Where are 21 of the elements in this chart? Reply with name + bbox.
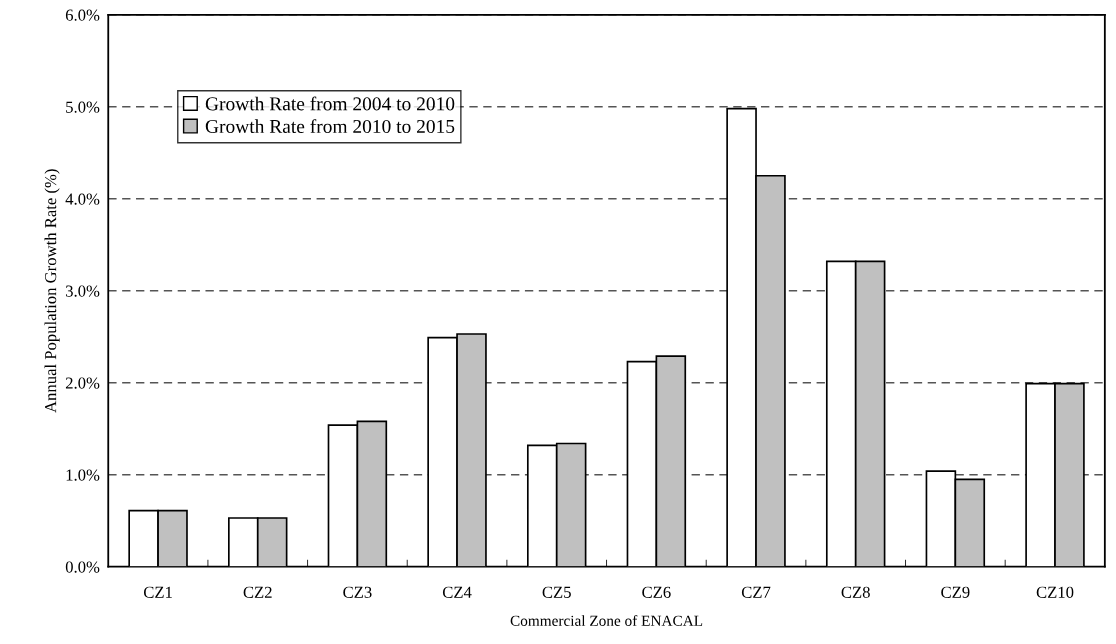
y-tick-label: 1.0% <box>66 469 100 481</box>
y-tick-label: 6.0% <box>65 9 100 21</box>
x-tick-label: CZ2 <box>243 586 272 598</box>
y-tick-label: 4.0% <box>65 193 100 205</box>
legend-label: Growth Rate from 2004 to 2010 <box>205 96 455 111</box>
x-tick-label: CZ10 <box>1036 586 1074 598</box>
x-tick-label: CZ7 <box>741 586 771 598</box>
x-axis-title: Commercial Zone of ENACAL <box>510 615 703 626</box>
x-tick-label: CZ8 <box>841 586 870 598</box>
x-tick-label: CZ3 <box>343 586 372 598</box>
y-axis-title: Annual Population Growth Rate (%) <box>44 169 60 413</box>
y-tick-label: 5.0% <box>66 101 100 113</box>
x-tick-label: CZ9 <box>941 586 970 598</box>
x-tick-label: CZ5 <box>542 586 571 598</box>
y-tick-label: 0.0% <box>65 561 100 573</box>
legend-label: Growth Rate from 2010 to 2015 <box>205 119 455 134</box>
y-tick-label: 2.0% <box>65 377 100 389</box>
x-tick-label: CZ1 <box>143 586 172 598</box>
y-tick-label: 3.0% <box>66 285 100 297</box>
x-tick-label: CZ6 <box>642 586 671 598</box>
x-tick-label: CZ4 <box>442 586 472 598</box>
